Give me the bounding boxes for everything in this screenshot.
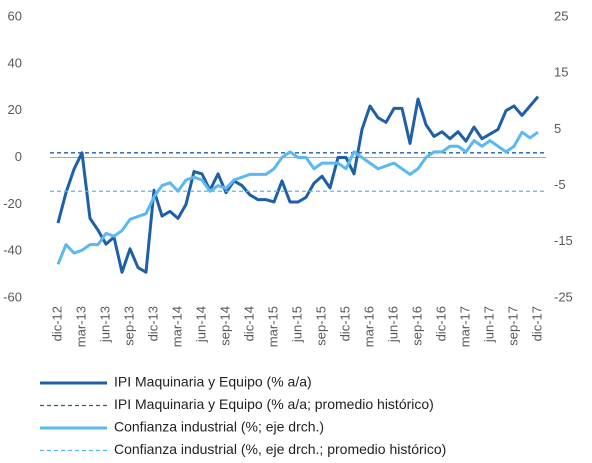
legend-label: Confianza industrial (%, eje drch.; prom… — [114, 441, 446, 457]
y2-tick-label: 25 — [554, 8, 568, 23]
x-tick-label: dic-17 — [529, 306, 544, 341]
x-tick-label: mar-13 — [73, 306, 88, 347]
x-tick-label: sep-14 — [217, 306, 232, 346]
x-tick-label: jun-17 — [481, 306, 496, 343]
x-tick-label: jun-16 — [385, 306, 400, 343]
y-tick-label: 40 — [8, 55, 22, 70]
y-tick-label: 60 — [8, 8, 22, 23]
y2-tick-label: -15 — [554, 233, 573, 248]
x-tick-label: dic-12 — [49, 306, 64, 341]
series-line — [56, 95, 540, 274]
x-tick-label: sep-16 — [409, 306, 424, 346]
x-tick-label: mar-17 — [457, 306, 472, 347]
legend-label: IPI Maquinaria y Equipo (% a/a) — [114, 374, 312, 390]
x-tick-label: jun-15 — [289, 306, 304, 343]
x-tick-label: mar-15 — [265, 306, 280, 347]
legend-label: IPI Maquinaria y Equipo (% a/a; promedio… — [114, 396, 434, 412]
legend-label: Confianza industrial (%; eje drch.) — [114, 419, 324, 435]
x-tick-label: sep-15 — [313, 306, 328, 346]
x-tick-label: jun-14 — [193, 306, 208, 343]
y2-tick-label: 5 — [554, 121, 561, 136]
y2-tick-label: -5 — [554, 177, 566, 192]
y2-tick-label: 15 — [554, 65, 568, 80]
y-tick-label: -40 — [3, 243, 22, 258]
y-tick-label: -60 — [3, 289, 22, 304]
x-tick-label: dic-16 — [433, 306, 448, 341]
x-tick-label: sep-13 — [121, 306, 136, 346]
x-tick-label: dic-13 — [145, 306, 160, 341]
x-tick-label: mar-14 — [169, 306, 184, 347]
x-tick-label: dic-15 — [337, 306, 352, 341]
x-tick-label: dic-14 — [241, 306, 256, 341]
y-tick-label: 20 — [8, 102, 22, 117]
y2-tick-label: -25 — [554, 289, 573, 304]
x-tick-label: jun-13 — [97, 306, 112, 343]
x-tick-label: sep-17 — [505, 306, 520, 346]
y-tick-label: 0 — [15, 149, 22, 164]
y-tick-label: -20 — [3, 196, 22, 211]
series-line — [56, 130, 539, 265]
x-tick-label: mar-16 — [361, 306, 376, 347]
